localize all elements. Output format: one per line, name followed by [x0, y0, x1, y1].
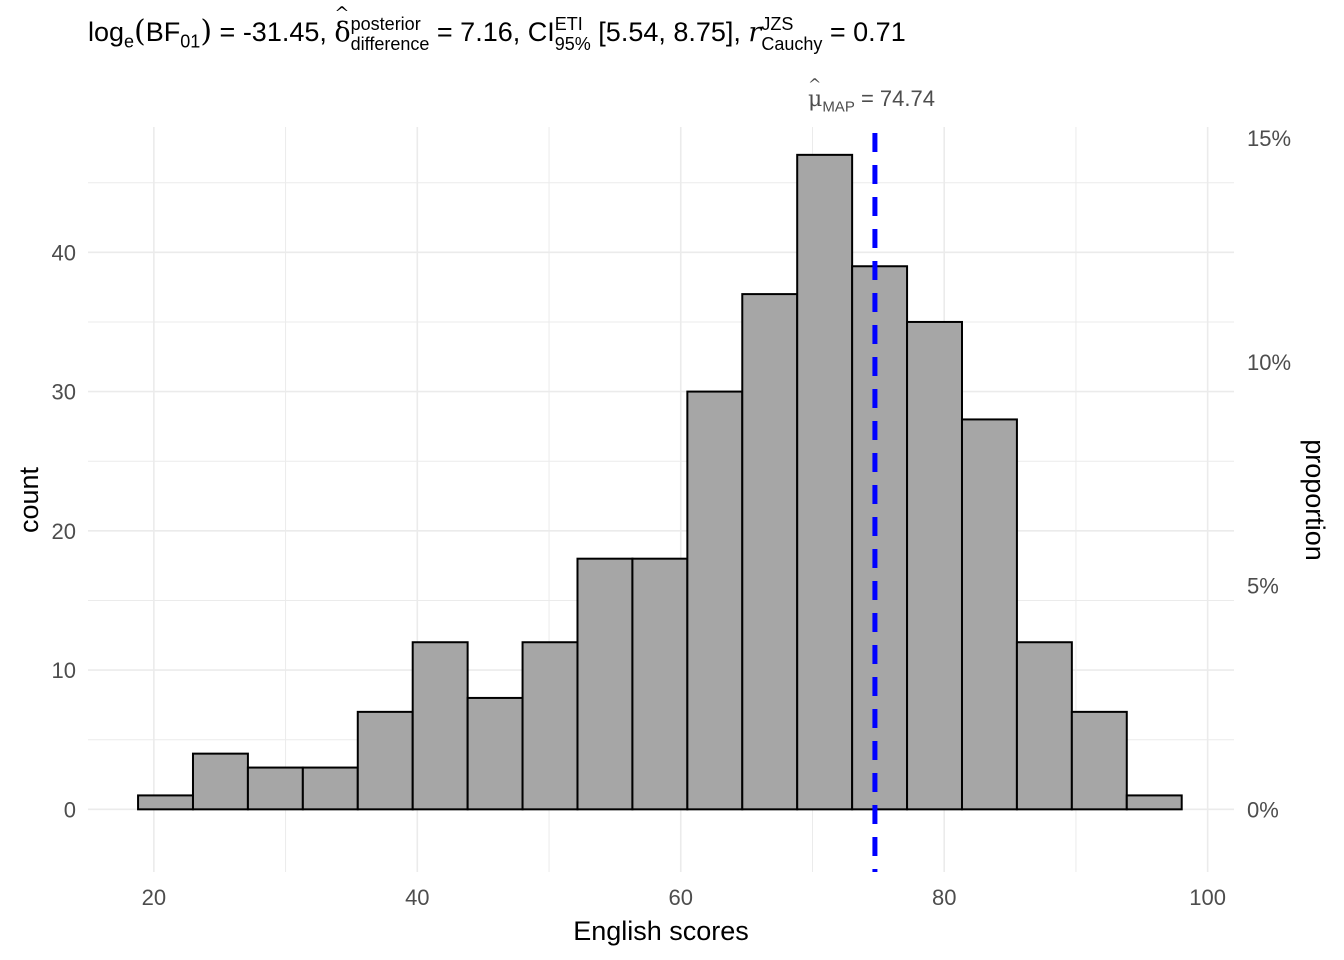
- y2-tick-label: 0%: [1247, 797, 1279, 822]
- mu-value: = 74.74: [860, 86, 935, 111]
- x-axis-label: English scores: [573, 916, 749, 946]
- y2-axis-label: proportion: [1300, 439, 1330, 561]
- y-tick-label: 0: [64, 797, 76, 822]
- hat-icon: ^: [808, 75, 822, 94]
- histogram-bar: [356, 710, 414, 811]
- title-r-scripts: JZS Cauchy: [761, 15, 822, 53]
- mu-sub: MAP: [822, 98, 855, 116]
- histogram-bar: [466, 696, 524, 811]
- title-log-sub: e: [124, 31, 135, 52]
- histogram-bar: [631, 557, 689, 811]
- title-ci-scripts: ETI 95%: [555, 15, 591, 53]
- histogram-bar: [411, 641, 469, 811]
- title-ci-value: [5.54, 8.75],: [598, 17, 741, 47]
- title-r: r: [748, 17, 762, 48]
- title-delta: ^ δ: [334, 3, 351, 48]
- y-tick-label: 40: [52, 240, 76, 265]
- title-r-value: = 0.71: [829, 17, 906, 47]
- histogram-bar: [686, 390, 744, 811]
- histogram-bar: [1070, 710, 1128, 811]
- hat-icon: ^: [334, 3, 350, 24]
- histogram-bar: [246, 766, 304, 811]
- y-axis-ticks: 0 10 20 30 40: [52, 240, 76, 822]
- x-axis-ticks: 20 40 60 80 100: [142, 885, 1226, 910]
- histogram-bar: [796, 153, 854, 811]
- title-ci-sub: 95%: [554, 33, 591, 54]
- title-paren-open: (: [134, 14, 146, 49]
- title-bf: BF: [145, 17, 181, 47]
- title-ci: CI: [527, 17, 555, 47]
- histogram-bar: [906, 320, 963, 811]
- y-tick-label: 10: [52, 658, 76, 683]
- title-delta-symbol: δ: [334, 17, 351, 48]
- title-bf-value: = -31.45,: [219, 17, 327, 47]
- x-tick-label: 80: [932, 885, 956, 910]
- histogram-bars: [137, 153, 1183, 811]
- title-paren-close: ): [200, 14, 213, 49]
- histogram-bar: [521, 641, 579, 811]
- histogram-bar: [1015, 641, 1073, 811]
- histogram-bar: [960, 418, 1018, 811]
- y-tick-label: 20: [52, 519, 76, 544]
- histogram-bar: [576, 557, 634, 811]
- x-tick-label: 40: [405, 885, 429, 910]
- histogram-bar: [851, 265, 909, 811]
- y2-tick-label: 15%: [1247, 126, 1291, 151]
- title-delta-value: = 7.16,: [436, 17, 521, 47]
- mu-symbol: μ: [808, 87, 823, 112]
- title-delta-sup: posterior: [350, 13, 421, 34]
- histogram-bar: [1125, 794, 1183, 811]
- chart-title: loge(BF01) = -31.45, ^ δ posterior differen…: [88, 3, 906, 53]
- title-delta-scripts: posterior difference: [351, 15, 430, 53]
- title-log: log: [88, 17, 125, 47]
- mu-hat: ^ μ: [808, 75, 823, 112]
- histogram-bar: [191, 752, 249, 811]
- title-ci-sup: ETI: [554, 13, 583, 34]
- histogram-bar: [741, 293, 799, 811]
- x-tick-label: 60: [669, 885, 693, 910]
- histogram-bar: [137, 794, 194, 811]
- title-bf-sub: 01: [180, 31, 201, 52]
- y2-tick-label: 5%: [1247, 574, 1279, 599]
- y2-tick-label: 10%: [1247, 350, 1291, 375]
- y-tick-label: 30: [52, 380, 76, 405]
- title-r-sup: JZS: [761, 13, 794, 34]
- title-r-sub: Cauchy: [761, 33, 823, 54]
- histogram-bar: [301, 766, 359, 811]
- x-tick-label: 100: [1189, 885, 1226, 910]
- title-delta-sub: difference: [350, 33, 430, 54]
- y-axis-label: count: [14, 466, 44, 533]
- x-tick-label: 20: [142, 885, 166, 910]
- map-annotation: ^ μMAP = 74.74: [808, 75, 935, 116]
- y2-axis-ticks: 0% 5% 10% 15%: [1247, 126, 1291, 822]
